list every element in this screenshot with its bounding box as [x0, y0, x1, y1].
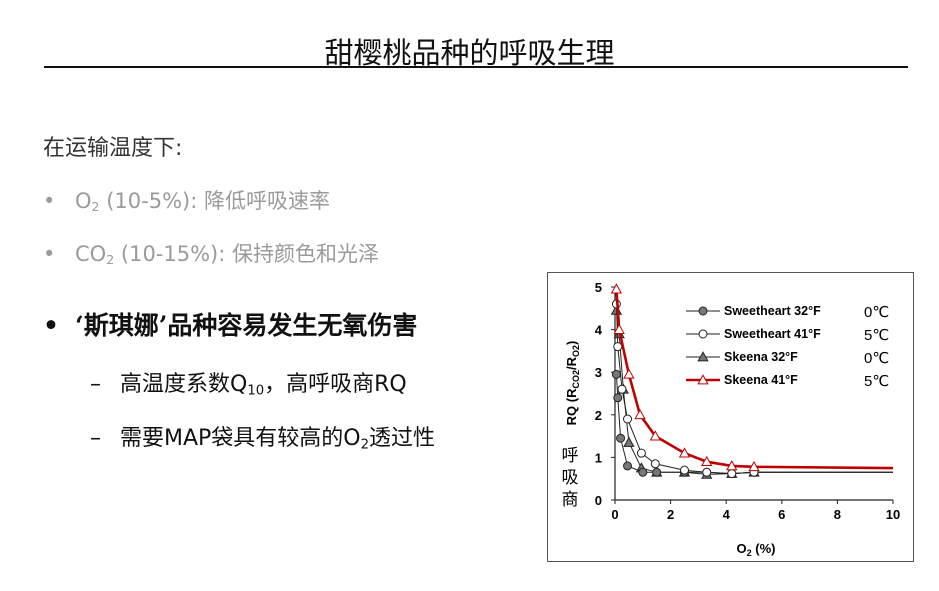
subbullet-map-rest: 透过性: [369, 426, 436, 451]
y-axis-label-a: RQ (R: [564, 388, 579, 425]
series-1-point-2: [617, 384, 627, 394]
legend-temp-1: 5℃: [864, 327, 889, 344]
x-tick-label: 0: [611, 507, 618, 522]
title-underline: [44, 66, 908, 68]
series-3-point-8: [748, 460, 760, 472]
y-tick-label: 2: [595, 408, 602, 423]
series-0-point-5: [652, 467, 662, 477]
bullet-skeena: • ‘斯琪娜’品种容易发生无氧伤害: [43, 306, 417, 342]
y-axis-cn-2: 吸: [562, 468, 579, 487]
series-line-0: [615, 374, 893, 475]
y-axis-label-sub2: O2: [571, 345, 581, 357]
series-1-point-5: [650, 459, 660, 469]
bullet-marker: •: [43, 189, 56, 213]
subbullet-map-sub: 2: [360, 437, 370, 453]
x-tick-label: 8: [834, 507, 841, 522]
legend-marker-0: [698, 306, 708, 316]
series-3-point-7: [726, 460, 738, 471]
x-axis-label: O2 (%): [737, 541, 776, 558]
slide-title: 甜樱桃品种的呼吸生理: [324, 36, 615, 70]
subbullet-q10-sub: 10: [247, 383, 265, 399]
subbullet-q10: – 高温度系数Q10，高呼吸商RQ: [90, 366, 407, 398]
series-0-point-4: [638, 467, 648, 477]
x-tick-label: 2: [667, 507, 674, 522]
legend-marker-2: [697, 351, 709, 362]
series-3-point-5: [678, 447, 691, 458]
bullet-co2-lead: CO: [75, 242, 107, 266]
bullet-skeena-text: ‘斯琪娜’品种容易发生无氧伤害: [75, 311, 418, 340]
legend-label-3: Skeena 41°F: [724, 373, 798, 387]
legend-label-2: Skeena 32°F: [724, 350, 798, 364]
bullet-co2: • CO2 (10-15%): 保持颜色和光泽: [43, 238, 379, 268]
series-1-point-7: [702, 467, 712, 477]
legend-marker-3: [697, 374, 709, 385]
series-1-point-8: [727, 469, 737, 479]
series-3-point-4: [649, 430, 661, 441]
legend-temp-2: 0℃: [864, 350, 889, 367]
bullet-marker: •: [43, 242, 56, 266]
series-line-3: [615, 289, 894, 470]
legend-label-1: Sweetheart 41°F: [724, 327, 821, 341]
subbullet-map-lead: 需要MAP袋具有较高的O: [120, 426, 361, 451]
bullet-marker: •: [43, 311, 59, 340]
x-tick-label: 10: [886, 507, 900, 522]
series-0-point-3: [623, 461, 633, 471]
y-axis-cn-3: 商: [562, 490, 579, 509]
y-tick-label: 1: [595, 450, 602, 465]
x-axis-label-sub: 2: [747, 548, 752, 558]
bullet-o2-rest: (10-5%): 降低呼吸速率: [99, 189, 330, 213]
y-axis-cn-1: 呼: [562, 446, 579, 465]
chart-series: [610, 283, 894, 479]
y-axis-label-c: ): [564, 341, 579, 345]
subbullet-q10-lead: 高温度系数Q: [120, 372, 248, 397]
bullet-o2: • O2 (10-5%): 降低呼吸速率: [43, 185, 330, 215]
series-3-point-1: [613, 323, 625, 334]
y-tick-label: 0: [595, 493, 602, 508]
y-tick-label: 4: [595, 323, 603, 338]
intro-text: 在运输温度下:: [43, 136, 183, 161]
series-0-point-0: [611, 369, 621, 379]
y-axis-label-b: /R: [564, 356, 579, 370]
series-1-point-3: [623, 414, 633, 424]
x-axis-label-tail: (%): [752, 541, 776, 556]
x-tick-label: 4: [723, 507, 731, 522]
series-1-point-6: [680, 465, 689, 475]
series-1-point-4: [636, 448, 646, 458]
y-tick-label: 3: [595, 365, 602, 380]
legend-marker-1: [698, 329, 708, 339]
series-0-point-1: [613, 393, 623, 403]
y-axis-label-sub1: CO2: [571, 370, 581, 389]
bullet-co2-rest: (10-15%): 保持颜色和光泽: [114, 242, 380, 266]
series-1-point-1: [613, 342, 623, 352]
legend-temp-0: 0℃: [864, 304, 889, 321]
bullet-co2-sub: 2: [106, 252, 115, 268]
dash-marker: –: [90, 426, 101, 451]
series-0-point-2: [616, 433, 626, 443]
x-tick-label: 6: [778, 507, 785, 522]
series-3-point-3: [634, 408, 646, 420]
bullet-o2-lead: O: [75, 189, 92, 213]
y-tick-label: 5: [595, 280, 602, 295]
subbullet-q10-rest: ，高呼吸商RQ: [264, 372, 407, 397]
bullet-o2-sub: 2: [91, 199, 100, 215]
y-axis-label: RQ (RCO2/RO2): [564, 341, 581, 426]
series-3-point-2: [623, 368, 635, 379]
legend-temp-3: 5℃: [864, 373, 889, 390]
chart-axes: 0 2 4 6 8 10 0 1 2 3 4 5: [595, 280, 900, 522]
rq-chart: 0 2 4 6 8 10 0 1 2 3 4 5 Sweetheart 32°F 0℃ Sweethear…: [547, 272, 914, 562]
series-3-point-0: [610, 283, 623, 294]
chart-legend: Sweetheart 32°F 0℃ Sweetheart 41°F 5℃ Skeena…: [686, 304, 889, 390]
series-3-point-6: [701, 455, 713, 466]
dash-marker: –: [90, 372, 101, 397]
series-2-point-3: [623, 436, 635, 447]
subbullet-map: – 需要MAP袋具有较高的O2透过性: [90, 420, 435, 452]
legend-label-0: Sweetheart 32°F: [724, 304, 821, 318]
x-axis-label-main: O: [737, 541, 747, 556]
